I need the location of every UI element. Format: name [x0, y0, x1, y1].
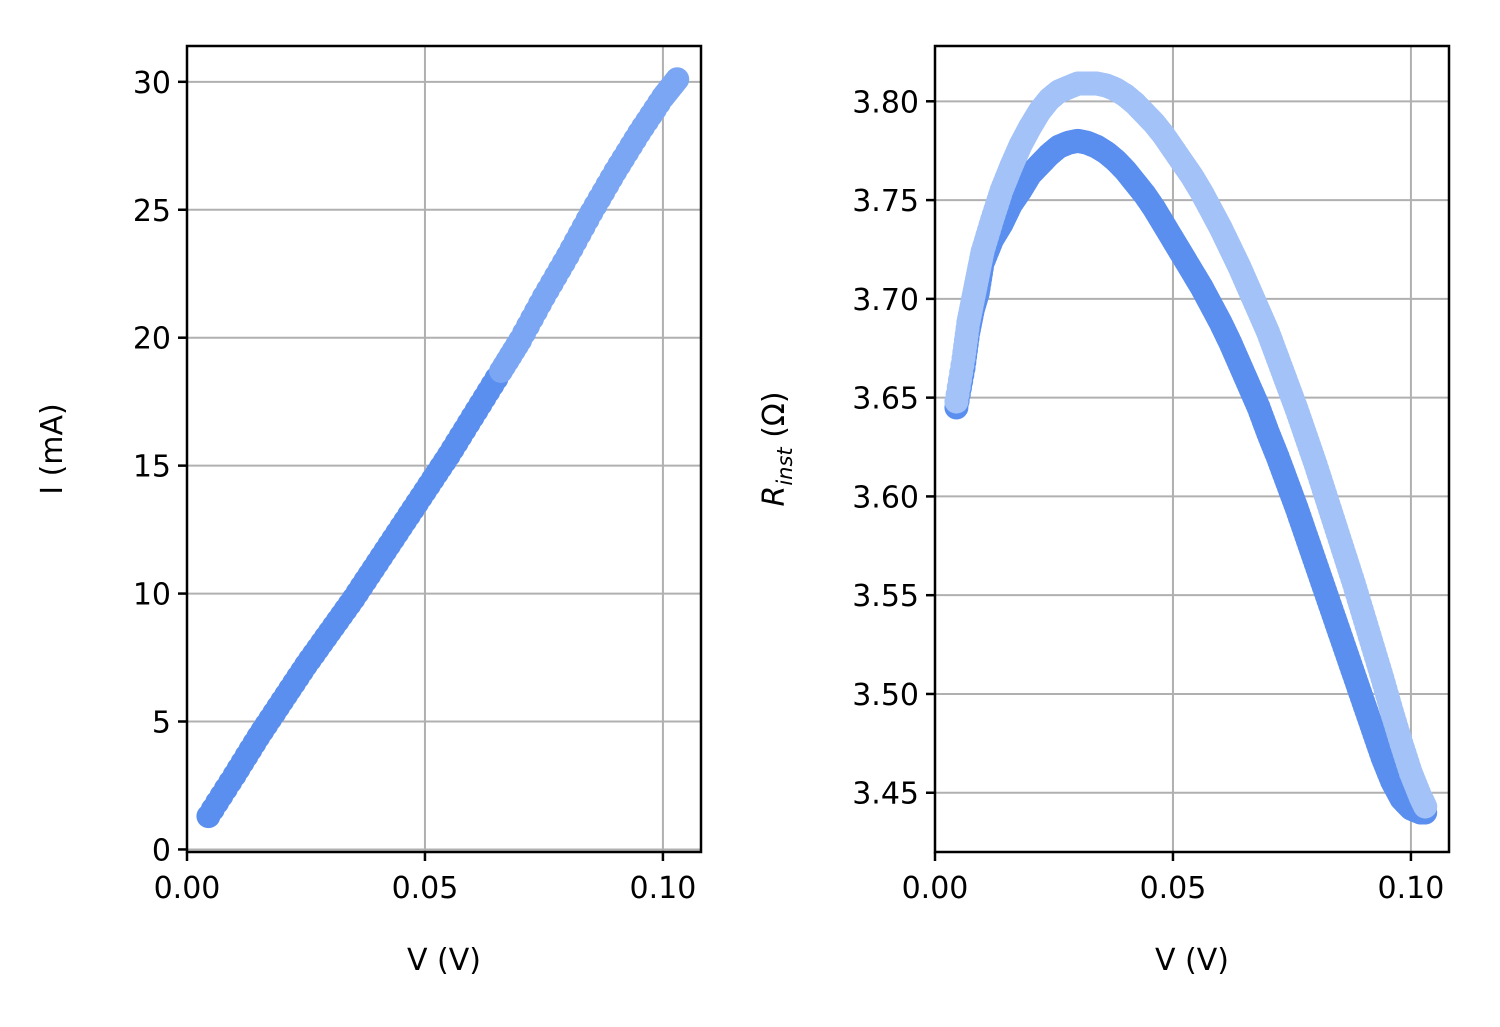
chart-0-y-tick-label: 10 [133, 578, 171, 613]
chart-0-y-tick-label: 15 [133, 450, 171, 485]
chart-0-y-tick-label: 30 [133, 66, 171, 101]
chart-1-x-axis-label: V (V) [1155, 943, 1229, 978]
chart-0-plot-frame [185, 44, 703, 854]
chart-0-y-axis-label: I (mA) [35, 403, 70, 495]
chart-1-y-axis-label: Rinst (Ω) [757, 391, 797, 506]
chart-0-series-1 [489, 67, 690, 383]
resistance-panel: 0.00 0.05 0.10 3.45 3.50 3.55 3.60 3.65 3.70 3.75… [757, 44, 1451, 978]
chart-1-series-0 [944, 128, 1438, 825]
chart-1-y-tick-label: 3.80 [852, 85, 919, 120]
chart-1-y-tick-label: 3.45 [852, 777, 919, 812]
chart-1-x-tick-label: 0.10 [1378, 871, 1445, 906]
iv-curve-panel: 0.00 0.05 0.10 0 5 10 15 20 25 30 V (V) I (mA) [35, 44, 703, 978]
chart-1-plot-frame [933, 44, 1451, 854]
chart-1-x-tick-label: 0.05 [1140, 871, 1207, 906]
chart-1-x-tick-label: 0.00 [902, 871, 969, 906]
chart-1-y-tick-label: 3.55 [852, 579, 919, 614]
chart-1-series-1 [944, 71, 1438, 819]
chart-1-data-point [1413, 794, 1438, 819]
chart-0-x-axis-label: V (V) [407, 943, 481, 978]
chart-0-y-tick-label: 0 [152, 833, 171, 868]
chart-0-x-tick-label: 0.10 [630, 871, 697, 906]
chart-1-y-tick-label: 3.75 [852, 184, 919, 219]
chart-1-y-tick-label: 3.70 [852, 283, 919, 318]
chart-1-y-tick-label: 3.60 [852, 480, 919, 515]
chart-0-x-tick-label: 0.00 [154, 871, 221, 906]
chart-0-y-tick-label: 25 [133, 194, 171, 229]
chart-0-x-tick-label: 0.05 [392, 871, 459, 906]
chart-0-y-tick-label: 20 [133, 322, 171, 357]
chart-0-series-0 [196, 366, 509, 829]
chart-1-y-tick-label: 3.50 [852, 678, 919, 713]
chart-1-y-tick-label: 3.65 [852, 382, 919, 417]
chart-0-y-tick-label: 5 [152, 706, 171, 741]
chart-0-data-point [665, 67, 690, 92]
